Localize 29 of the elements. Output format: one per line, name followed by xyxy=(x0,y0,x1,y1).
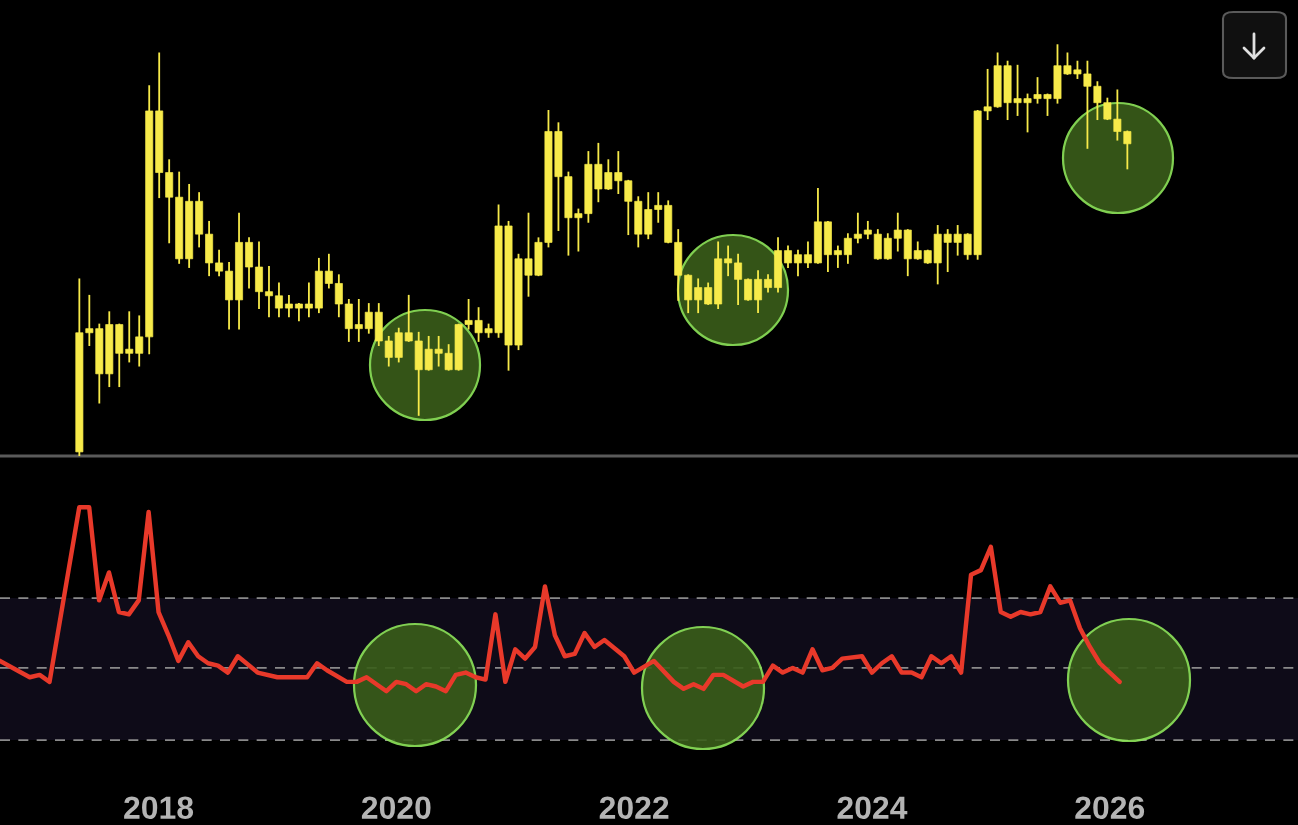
candlestick xyxy=(265,266,273,318)
candlestick xyxy=(704,282,713,305)
candlestick xyxy=(893,212,902,252)
x-tick-label: 2018 xyxy=(124,796,194,820)
candlestick xyxy=(694,278,703,314)
candlestick xyxy=(734,253,743,305)
candlestick xyxy=(324,253,333,289)
candlestick xyxy=(334,274,343,318)
candlestick xyxy=(304,282,313,318)
x-tick-label: 2022 xyxy=(599,796,669,820)
candlestick xyxy=(853,212,862,244)
candlestick xyxy=(285,294,293,318)
candlestick xyxy=(275,282,283,318)
x-tick-label: 2024 xyxy=(837,796,908,820)
candlestick xyxy=(135,315,144,367)
x-tick-label: 2020 xyxy=(361,796,431,820)
candlestick xyxy=(215,249,224,277)
candlestick xyxy=(804,241,812,268)
candlestick xyxy=(784,245,792,268)
x-tick-label: 2026 xyxy=(1075,796,1145,820)
candlestick xyxy=(843,233,852,264)
candlestick xyxy=(754,270,762,314)
candlestick xyxy=(833,245,842,268)
candlestick xyxy=(354,298,363,342)
candlestick xyxy=(794,249,802,277)
candlestick xyxy=(724,245,733,277)
candlestick xyxy=(364,303,373,334)
candlestick xyxy=(744,278,753,301)
candlestick xyxy=(883,233,892,260)
